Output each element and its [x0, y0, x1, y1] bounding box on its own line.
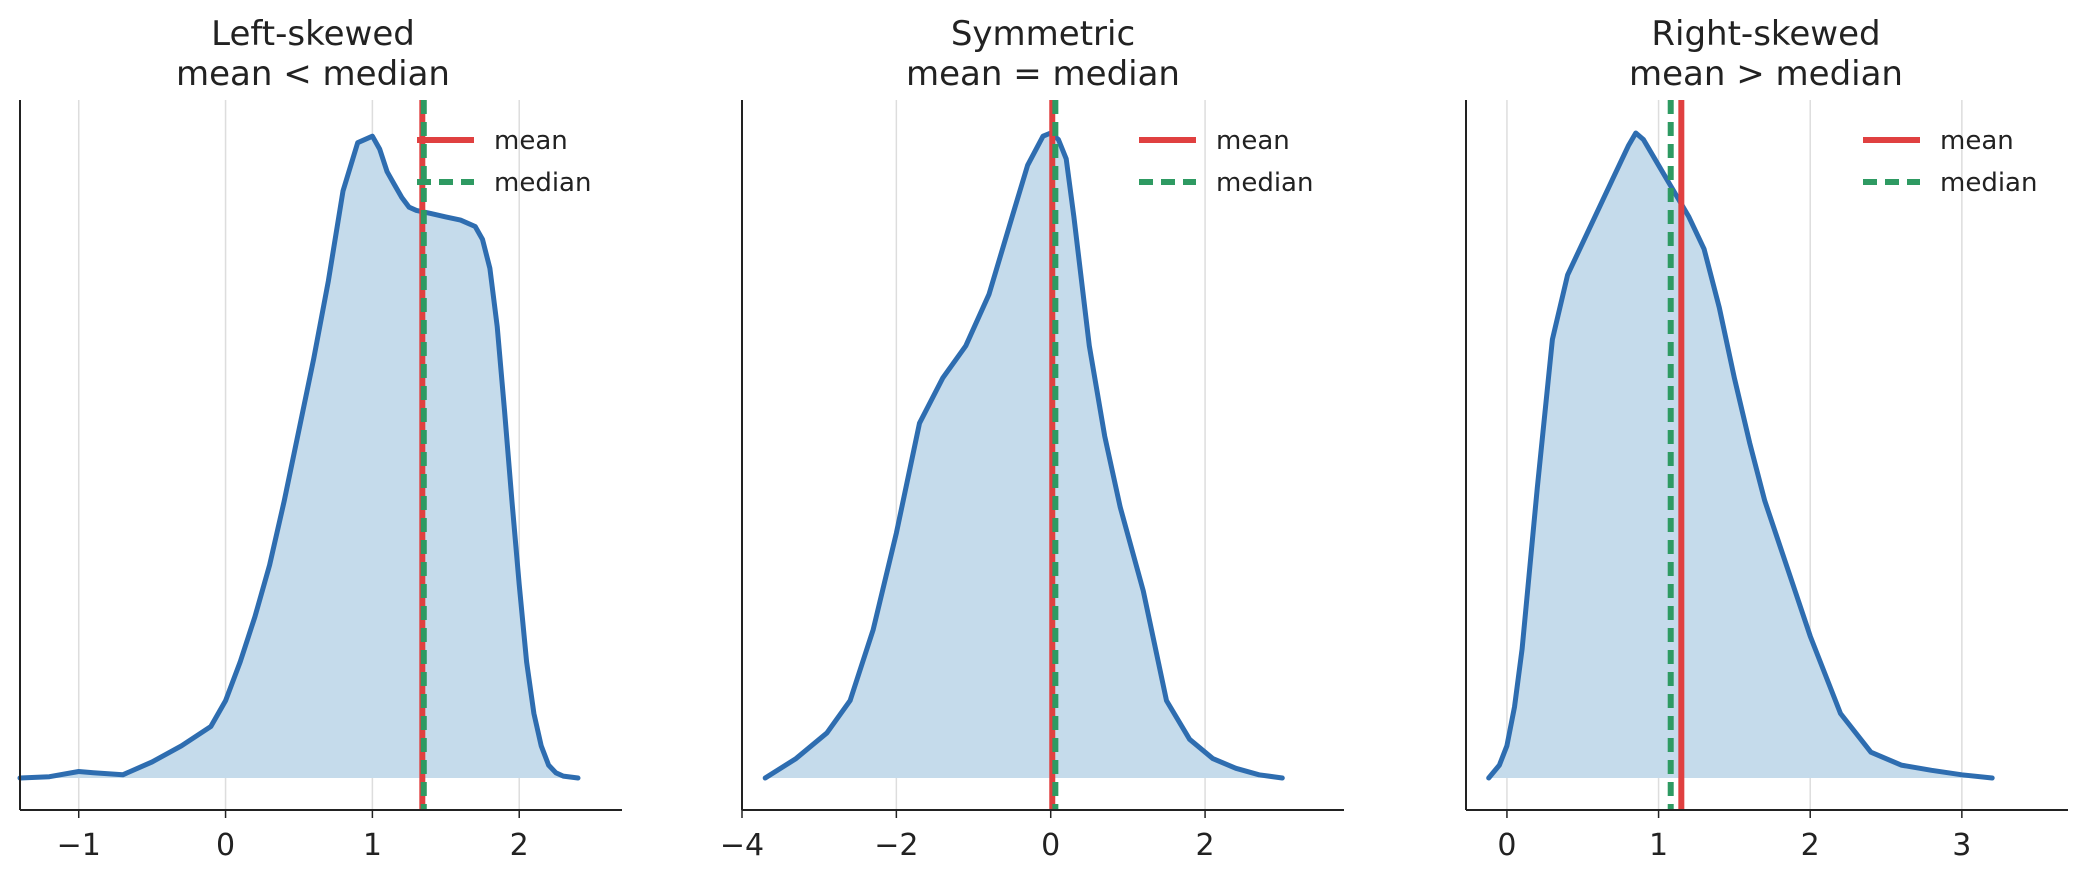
legend: mean median	[1139, 126, 1313, 198]
x-tick-label: −1	[57, 828, 101, 863]
panel-title-line1: Symmetric	[951, 14, 1135, 54]
x-tick-label: 1	[363, 828, 382, 863]
panel-symmetric: Symmetric mean = median −4 −2 0 2 mean medi…	[720, 14, 1344, 863]
x-tick-label: 1	[1649, 828, 1668, 863]
legend: mean median	[417, 126, 591, 198]
x-tick-label: 2	[1196, 828, 1215, 863]
x-tick-label: 0	[1497, 828, 1516, 863]
x-tick-label: 0	[216, 828, 235, 863]
panel-title-line2: mean < median	[176, 54, 450, 94]
legend-mean-label: mean	[1216, 126, 1290, 156]
panel-left-skewed: Left-skewed mean < median −1 0 1 2 mean med…	[17, 14, 622, 863]
panel-title-line2: mean = median	[906, 54, 1180, 94]
legend-median-label: median	[494, 168, 591, 198]
panel-title-line2: mean > median	[1629, 54, 1903, 94]
legend: mean median	[1863, 126, 2037, 198]
legend-median-label: median	[1940, 168, 2037, 198]
panel-title-line1: Left-skewed	[211, 14, 415, 54]
panel-right-skewed: Right-skewed mean > median 0 1 2 3 mean med…	[1465, 14, 2068, 863]
legend-mean-label: mean	[1940, 126, 2014, 156]
panel-title-line1: Right-skewed	[1651, 14, 1880, 54]
x-ticks: −1 0 1 2	[57, 810, 529, 863]
x-tick-label: −4	[720, 828, 764, 863]
x-tick-label: 2	[510, 828, 529, 863]
x-tick-label: 2	[1801, 828, 1820, 863]
density-fill	[765, 133, 1283, 778]
density-curve	[17, 133, 581, 781]
legend-mean-label: mean	[494, 126, 568, 156]
x-ticks: −4 −2 0 2	[720, 810, 1215, 863]
x-ticks: 0 1 2 3	[1497, 810, 1971, 863]
density-fill	[1488, 133, 1993, 778]
x-tick-label: −2	[874, 828, 918, 863]
legend-median-label: median	[1216, 168, 1313, 198]
x-tick-label: 3	[1952, 828, 1971, 863]
x-tick-label: 0	[1041, 828, 1060, 863]
density-fill	[20, 136, 578, 778]
